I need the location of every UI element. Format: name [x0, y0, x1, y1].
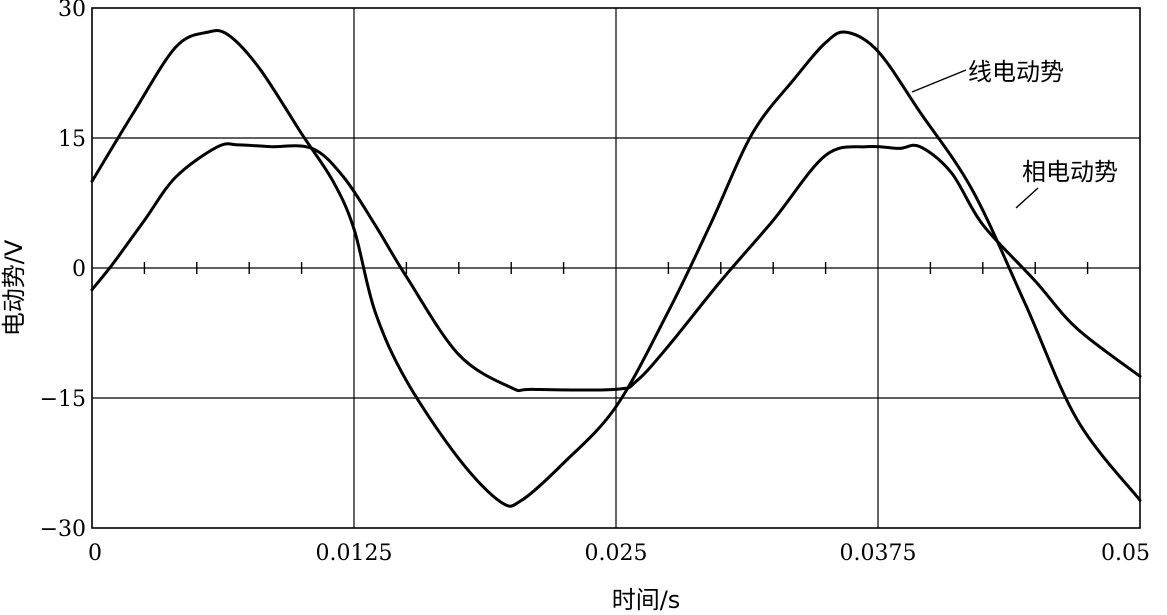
x-tick-label-4: 0.05	[1101, 541, 1150, 566]
series-line-1	[90, 142, 1142, 393]
x-axis-title: 时间/s	[612, 586, 681, 614]
y-tick-label-4: 30	[58, 0, 86, 22]
y-tick-label-2: 0	[72, 257, 86, 282]
minor-ticks	[143, 262, 1089, 274]
x-tick-label-1: 0.0125	[316, 541, 393, 566]
y-tick-label-1: −15	[40, 387, 86, 412]
series-line-0	[90, 29, 1142, 508]
y-tick-label-0: −30	[40, 517, 86, 542]
y-axis-title: 电动势/V	[0, 239, 28, 336]
y-tick-label-3: 15	[58, 127, 86, 152]
series-label-leader-0	[911, 69, 967, 93]
grid	[92, 8, 1140, 528]
series-lines	[90, 29, 1142, 508]
series-label-leader-1	[1015, 187, 1039, 209]
series-label-1: 相电动势	[1022, 158, 1118, 186]
plot-frame	[91, 7, 1141, 529]
x-tick-label-3: 0.0375	[840, 541, 917, 566]
x-tick-label-0: 0	[88, 541, 102, 566]
series-label-0: 线电动势	[968, 58, 1064, 86]
tick-labels: 0 0.0125 0.025 0.0375 0.05 −30 −15 0 15 30	[40, 0, 1150, 566]
x-tick-label-2: 0.025	[585, 541, 648, 566]
